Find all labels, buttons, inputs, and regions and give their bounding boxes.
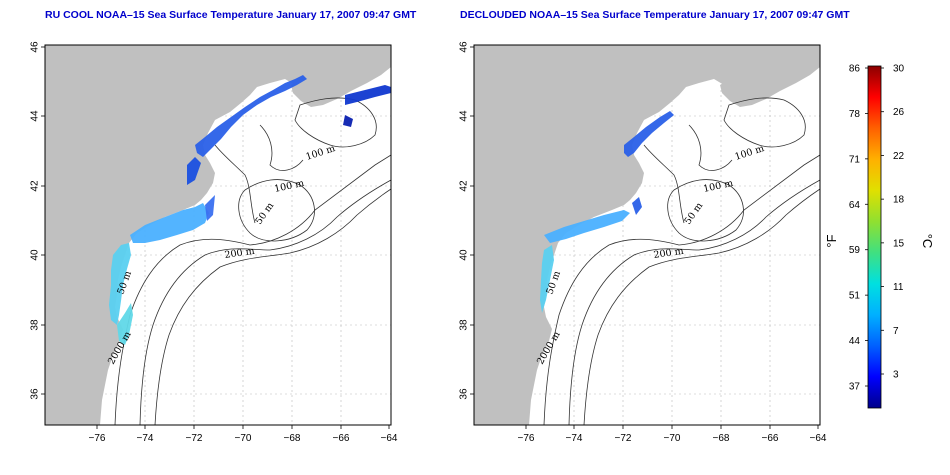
sst-patch <box>130 203 209 243</box>
bathymetry-contour-line <box>259 124 304 171</box>
contour-depth-label: 200 m <box>224 246 255 261</box>
y-tick-label: 42 <box>30 180 41 192</box>
x-tick-label: −72 <box>615 433 632 444</box>
sst-patch <box>624 111 674 157</box>
celsius-tick-label: 3 <box>893 370 899 381</box>
x-tick-label: −66 <box>762 433 779 444</box>
map-frame <box>44 44 392 426</box>
fahrenheit-tick-label: 78 <box>849 109 861 120</box>
y-tick-label: 44 <box>30 110 41 122</box>
bathymetry-contour-line <box>139 179 392 426</box>
bathymetry-contour-line <box>154 188 392 426</box>
y-tick-label: 36 <box>30 388 41 400</box>
sst-patch <box>109 243 131 325</box>
sst-patch <box>205 195 215 221</box>
fahrenheit-tick-label: 44 <box>849 336 861 347</box>
y-tick-label: 38 <box>30 319 41 331</box>
x-tick-label: −64 <box>381 433 398 444</box>
x-tick-label: −68 <box>713 433 730 444</box>
y-tick-label: 40 <box>459 249 470 261</box>
sst-patch <box>544 210 630 243</box>
bathymetry-contour-line <box>543 154 821 426</box>
sst-data-overlay <box>109 75 391 345</box>
x-tick-label: −74 <box>137 433 154 444</box>
sst-patch <box>540 245 554 313</box>
bathymetry-contour-line <box>723 97 806 148</box>
map-frame <box>473 44 821 426</box>
x-tick-label: −70 <box>664 433 681 444</box>
bathymetry-contour-line <box>688 124 733 171</box>
bathymetry-contour-line <box>568 179 821 426</box>
sst-patch <box>187 157 201 185</box>
celsius-tick-label: 26 <box>893 107 905 118</box>
y-tick-label: 36 <box>459 388 470 400</box>
bathymetry-contour-line <box>214 144 256 224</box>
celsius-tick-label: 15 <box>893 238 905 249</box>
land-mass-nova-scotia <box>291 55 391 107</box>
y-tick-label: 40 <box>30 249 41 261</box>
fahrenheit-tick-label: 37 <box>849 382 861 393</box>
y-tick-label: 38 <box>459 319 470 331</box>
celsius-tick-label: 22 <box>893 151 905 162</box>
bathymetry-contour-line <box>238 179 315 242</box>
celsius-tick-label: 11 <box>893 282 904 293</box>
colorbar-ticks: 86 78 71 64 59 51 44 37 30 26 22 18 15 11 7 3 <box>849 64 905 393</box>
x-tick-label: −66 <box>333 433 350 444</box>
fahrenheit-tick-label: 71 <box>849 154 861 165</box>
y-tick-label: 46 <box>30 41 41 53</box>
contour-depth-label: 200 m <box>653 246 684 261</box>
sst-data-overlay <box>540 111 674 313</box>
x-tick-label: −74 <box>566 433 583 444</box>
x-tick-label: −76 <box>89 433 106 444</box>
land-mass <box>45 45 391 425</box>
sst-patch <box>195 75 307 157</box>
x-tick-label: −68 <box>284 433 301 444</box>
colorbar-gradient <box>867 65 882 409</box>
fahrenheit-tick-label: 59 <box>849 245 861 256</box>
fahrenheit-tick-label: 51 <box>849 291 861 302</box>
bathymetry-contour-line <box>294 97 377 148</box>
map-axes: −76 −74 −72 −70 −68 −66 −64 36 38 40 42 44 46 <box>30 41 398 444</box>
right-map-title: DECLOUDED NOAA–15 Sea Surface Temperatur… <box>460 9 850 21</box>
x-tick-label: −76 <box>518 433 535 444</box>
fahrenheit-tick-label: 64 <box>849 200 861 211</box>
celsius-tick-label: 7 <box>893 326 899 337</box>
left-map-title: RU COOL NOAA–15 Sea Surface Temperature … <box>45 9 417 21</box>
celsius-tick-label: 30 <box>893 64 905 75</box>
bathymetry-contour-line <box>643 144 685 224</box>
y-tick-label: 46 <box>459 41 470 53</box>
sst-patch <box>345 85 391 105</box>
x-tick-label: −72 <box>186 433 203 444</box>
sst-patch <box>632 197 642 215</box>
sst-patch <box>343 115 353 127</box>
y-tick-label: 44 <box>459 110 470 122</box>
bathymetry-contours <box>543 97 821 426</box>
bathymetry-contour-line <box>583 188 821 426</box>
x-tick-label: −64 <box>810 433 827 444</box>
bathymetry-contour-line <box>667 179 744 242</box>
celsius-tick-label: 18 <box>893 195 905 206</box>
x-tick-label: −70 <box>235 433 252 444</box>
land-mass-nova-scotia <box>720 55 820 107</box>
map-axes: −76 −74 −72 −70 −68 −66 −64 36 38 40 42 44 46 <box>459 41 827 444</box>
temperature-colorbar: 86 78 71 64 59 51 44 37 30 26 22 18 15 11 7 3 °F °C <box>824 64 935 409</box>
land-mass <box>474 45 820 425</box>
fahrenheit-tick-label: 86 <box>849 64 861 75</box>
sst-patch <box>117 303 133 345</box>
fahrenheit-unit-label: °F <box>824 234 839 247</box>
celsius-unit-label: °C <box>920 234 935 249</box>
y-tick-label: 42 <box>459 180 470 192</box>
